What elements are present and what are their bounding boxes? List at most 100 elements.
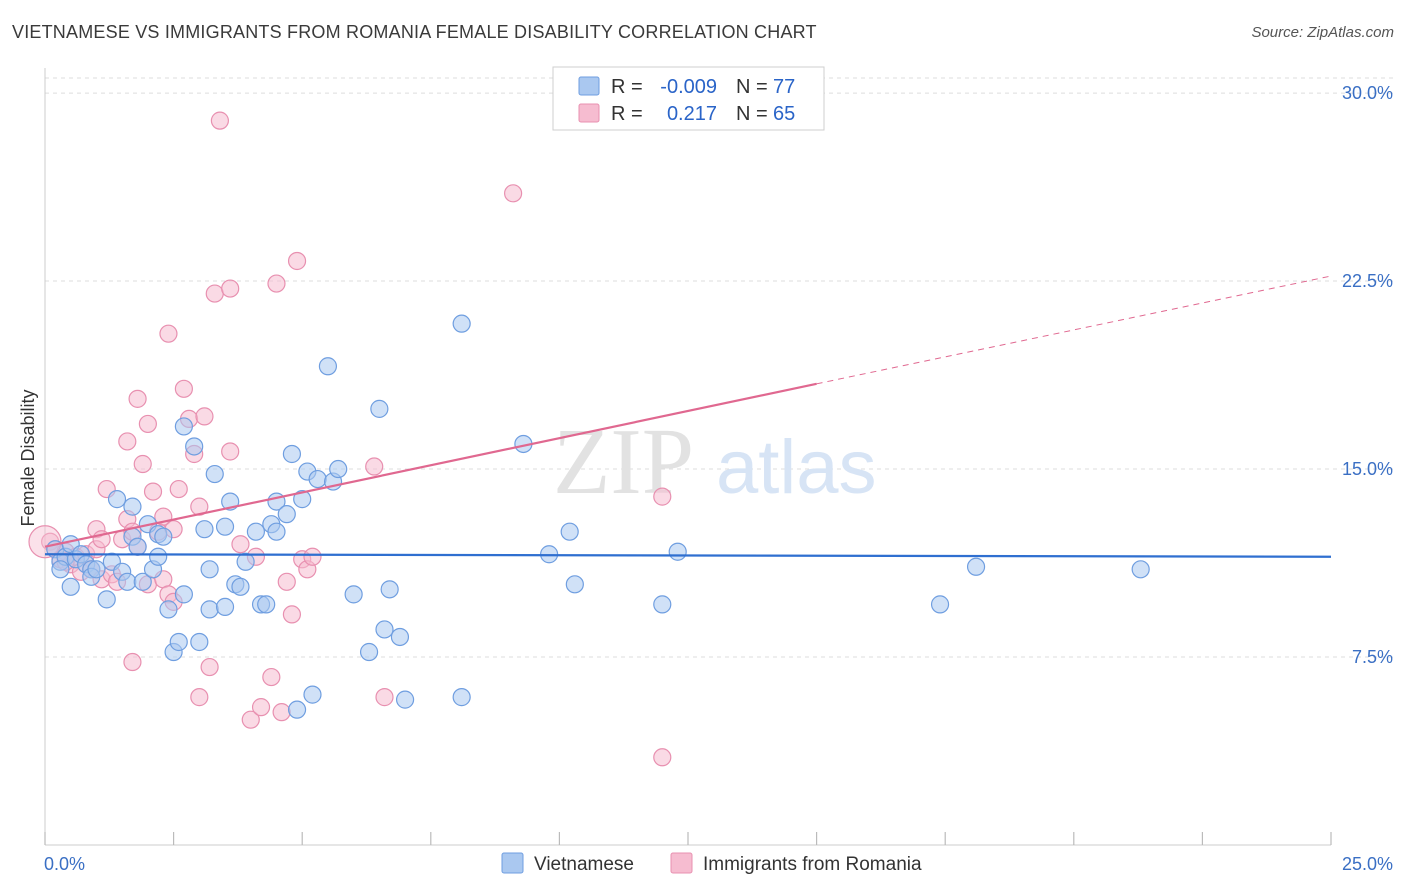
trend-lines bbox=[44, 275, 1332, 558]
bottom-legend-swatch-vietnamese bbox=[501, 852, 524, 874]
vietnamese-point bbox=[200, 560, 219, 579]
romania-point bbox=[287, 251, 307, 271]
vietnamese-trendline bbox=[44, 553, 1332, 558]
romania-point bbox=[123, 652, 142, 672]
vietnamese-point bbox=[282, 444, 302, 464]
watermark: ZIP atlas bbox=[553, 410, 877, 514]
vietnamese-point bbox=[375, 620, 394, 639]
bottom-legend-label-romania: Immigrants from Romania bbox=[703, 854, 922, 875]
series-vietnamese bbox=[46, 314, 1150, 719]
vietnamese-point bbox=[395, 690, 415, 709]
legend-r-label-vietnamese: R = bbox=[611, 76, 643, 98]
vietnamese-point bbox=[159, 600, 178, 619]
romania-trendline-extension bbox=[816, 275, 1332, 385]
vietnamese-point bbox=[329, 459, 348, 479]
romania-point bbox=[118, 432, 137, 451]
vietnamese-point bbox=[668, 542, 687, 561]
romania-point bbox=[272, 703, 291, 722]
vietnamese-point bbox=[359, 642, 379, 662]
romania-point bbox=[205, 284, 224, 303]
vietnamese-point bbox=[308, 469, 327, 489]
legend-n-value-romania: 65 bbox=[773, 103, 795, 125]
vietnamese-point bbox=[930, 595, 950, 614]
legend-r-label-romania: R = bbox=[611, 103, 643, 125]
vietnamese-point bbox=[118, 572, 137, 591]
romania-point bbox=[653, 487, 672, 506]
bottom-legend-swatch-romania bbox=[670, 852, 693, 874]
vietnamese-point bbox=[287, 700, 307, 719]
romania-point bbox=[128, 389, 147, 408]
vietnamese-point bbox=[344, 585, 363, 604]
romania-point bbox=[241, 710, 260, 729]
romania-point bbox=[262, 667, 281, 687]
legend-swatch-vietnamese bbox=[578, 76, 600, 96]
legend-n-label-vietnamese: N = bbox=[736, 76, 768, 98]
legend-r-value-romania: 0.217 bbox=[667, 103, 717, 125]
chart-title: VIETNAMESE VS IMMIGRANTS FROM ROMANIA FE… bbox=[12, 22, 817, 42]
vietnamese-point bbox=[51, 560, 70, 579]
romania-trendline bbox=[44, 382, 817, 548]
vietnamese-point bbox=[246, 522, 266, 541]
vietnamese-point bbox=[390, 627, 410, 647]
vietnamese-point bbox=[169, 632, 188, 652]
x-ticks bbox=[44, 832, 1332, 845]
legend-swatch-romania bbox=[578, 103, 600, 123]
romania-point bbox=[159, 324, 178, 343]
romania-point bbox=[282, 605, 302, 624]
vietnamese-point bbox=[215, 597, 235, 616]
vietnamese-point bbox=[303, 685, 322, 704]
correlation-legend: R = -0.009 N = 77 R = 0.217 N = 65 bbox=[552, 66, 825, 131]
vietnamese-point bbox=[966, 557, 986, 576]
vietnamese-point bbox=[277, 505, 296, 524]
vietnamese-point bbox=[97, 590, 116, 609]
vietnamese-point bbox=[174, 417, 193, 436]
romania-point bbox=[133, 454, 152, 474]
watermark-atlas: atlas bbox=[716, 425, 877, 510]
romania-point bbox=[267, 274, 286, 293]
vietnamese-point bbox=[236, 552, 255, 571]
vietnamese-point bbox=[61, 577, 80, 596]
vietnamese-point bbox=[452, 314, 471, 333]
romania-point bbox=[375, 688, 394, 707]
romania-point bbox=[143, 482, 163, 501]
vietnamese-point bbox=[123, 497, 142, 516]
vietnamese-point bbox=[370, 399, 389, 418]
vietnamese-point bbox=[215, 517, 235, 536]
romania-point bbox=[277, 572, 296, 591]
vietnamese-point bbox=[452, 688, 471, 707]
vietnamese-point bbox=[87, 560, 106, 579]
romania-point bbox=[504, 184, 523, 203]
romania-point bbox=[653, 748, 672, 767]
romania-point bbox=[221, 279, 240, 298]
y-tick-label: 30.0% bbox=[1342, 83, 1393, 103]
vietnamese-point bbox=[380, 580, 399, 599]
vietnamese-point bbox=[149, 547, 168, 566]
vietnamese-point bbox=[267, 522, 286, 541]
vietnamese-point bbox=[560, 522, 579, 541]
vietnamese-point bbox=[128, 537, 147, 556]
romania-point bbox=[210, 111, 229, 130]
vietnamese-point bbox=[205, 464, 224, 484]
x-tick-label-max: 25.0% bbox=[1342, 854, 1393, 874]
romania-point bbox=[221, 442, 240, 461]
vietnamese-point bbox=[1131, 560, 1150, 579]
vietnamese-point bbox=[107, 490, 127, 509]
vietnamese-point bbox=[185, 437, 204, 456]
y-axis-title: Female Disability bbox=[18, 389, 38, 526]
x-tick-label-min: 0.0% bbox=[44, 854, 85, 874]
legend-n-label-romania: N = bbox=[736, 103, 768, 125]
legend-n-value-vietnamese: 77 bbox=[773, 76, 795, 98]
vietnamese-point bbox=[257, 595, 276, 614]
vietnamese-point bbox=[565, 575, 584, 594]
vietnamese-point bbox=[653, 595, 672, 614]
y-tick-label: 15.0% bbox=[1342, 459, 1393, 479]
vietnamese-point bbox=[154, 527, 173, 546]
romania-point bbox=[231, 535, 250, 554]
vietnamese-point bbox=[174, 585, 193, 604]
source-label: Source: ZipAtlas.com bbox=[1251, 24, 1394, 41]
y-tick-label: 22.5% bbox=[1342, 271, 1393, 291]
vietnamese-point bbox=[190, 632, 209, 652]
vietnamese-point bbox=[200, 600, 219, 619]
romania-point bbox=[190, 688, 209, 707]
